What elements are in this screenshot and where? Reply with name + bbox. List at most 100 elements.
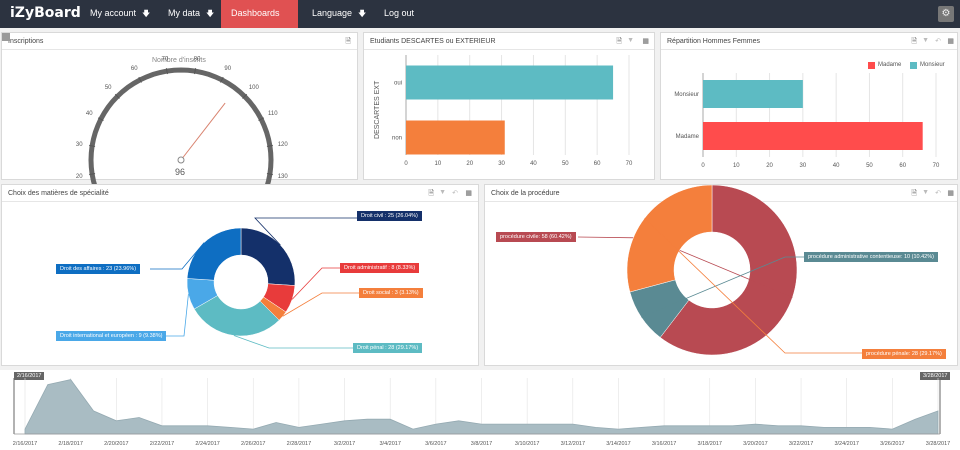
table-view-icon[interactable]: ▦ xyxy=(465,190,472,197)
x-tick-label: 3/2/2017 xyxy=(334,441,355,447)
nav-language[interactable]: Language 🡇 xyxy=(302,0,376,28)
panel-etudiants: Etudiants DESCARTES ou EXTERIEUR 🗎 ▼ ▦ D… xyxy=(363,32,655,180)
y-tick-label: oui xyxy=(394,81,402,87)
panel-title: Inscriptions xyxy=(8,38,44,45)
arrow-down-icon: 🡇 xyxy=(206,9,215,18)
reset-icon[interactable]: ↶ xyxy=(452,190,458,197)
x-tick-label: 10 xyxy=(733,163,740,169)
nav-label: My data xyxy=(168,8,201,18)
drag-handle-icon[interactable] xyxy=(2,33,10,41)
leader-line xyxy=(254,217,357,246)
panel-title: Choix de la procédure xyxy=(491,190,560,197)
gauge-tick xyxy=(258,117,265,121)
x-tick-label: 30 xyxy=(498,161,505,167)
arrow-down-icon: 🡇 xyxy=(358,9,367,18)
bar xyxy=(406,120,505,155)
filter-icon[interactable]: ▼ xyxy=(922,37,929,44)
legend-swatch xyxy=(868,62,875,69)
panel-repartition: Répartition Hommes Femmes 🗎 ▼ ↶ ▦ Madame… xyxy=(660,32,958,180)
gauge-tick-label: 70 xyxy=(162,56,169,62)
gauge-title: Nombre d'inscrits xyxy=(152,57,206,64)
leader-line xyxy=(150,242,205,270)
gauge-tick-label: 60 xyxy=(131,66,138,72)
gauge-tick xyxy=(114,93,120,99)
gauge-tick xyxy=(266,173,273,176)
gauge-tick xyxy=(194,68,197,75)
gauge-arc xyxy=(88,67,274,226)
x-tick-label: 70 xyxy=(626,161,633,167)
gauge-tick xyxy=(138,76,142,83)
panel-header: Répartition Hommes Femmes 🗎 ▼ ↶ ▦ xyxy=(661,33,957,50)
panel-title: Répartition Hommes Femmes xyxy=(667,38,760,45)
gauge-tick-label: 20 xyxy=(76,174,83,180)
x-tick-label: 60 xyxy=(899,163,906,169)
export-icon[interactable]: 🗎 xyxy=(428,190,434,197)
x-tick-label: 0 xyxy=(701,163,705,169)
x-tick-label: 0 xyxy=(404,161,408,167)
gauge-tick-label: 100 xyxy=(249,85,260,91)
x-tick-label: 3/26/2017 xyxy=(880,441,904,447)
x-tick-label: 3/16/2017 xyxy=(652,441,676,447)
table-view-icon[interactable]: ▦ xyxy=(947,38,954,45)
nav-my-data[interactable]: My data 🡇 xyxy=(158,0,224,28)
slice-label: Droit international et européen : 9 (9.3… xyxy=(56,331,167,341)
range-start-label[interactable]: 2/16/2017 xyxy=(14,372,45,380)
slice-label: procédure civile: 58 (60.42%) xyxy=(496,232,576,242)
x-tick-label: 2/18/2017 xyxy=(58,441,82,447)
filter-icon[interactable]: ▼ xyxy=(439,189,446,196)
x-tick-label: 70 xyxy=(933,163,940,169)
legend-label: Madame xyxy=(878,62,902,68)
nav-label: Language xyxy=(312,8,353,18)
x-tick-label: 10 xyxy=(435,161,442,167)
gauge-tick xyxy=(165,68,168,75)
gauge-tick xyxy=(89,173,96,176)
export-icon[interactable]: 🗎 xyxy=(616,38,622,45)
x-tick-label: 20 xyxy=(466,161,473,167)
slice-label: Droit civil : 25 (26.04%) xyxy=(357,211,422,221)
export-icon[interactable]: 🗎 xyxy=(911,38,917,45)
bar-chart-etudiants: 0 10 20 30 40 50 60 70 oui non xyxy=(392,55,633,167)
x-tick-label: 30 xyxy=(800,163,807,169)
leader-line xyxy=(150,294,189,337)
nav-label: My account xyxy=(90,8,137,18)
export-icon[interactable]: 🗎 xyxy=(345,38,351,45)
table-view-icon[interactable]: ▦ xyxy=(642,38,649,45)
reset-icon[interactable]: ↶ xyxy=(935,190,941,197)
nav-log-out[interactable]: Log out xyxy=(374,0,424,28)
legend-swatch xyxy=(910,62,917,69)
x-tick-label: 2/20/2017 xyxy=(104,441,128,447)
gauge-tick xyxy=(266,144,273,147)
timeline-area-chart[interactable]: 2/16/2017 2/18/2017 2/20/2017 2/22/2017 2/24… xyxy=(0,370,960,450)
filter-icon[interactable]: ▼ xyxy=(922,189,929,196)
nav-dashboards[interactable]: Dashboards🡇 xyxy=(221,0,298,44)
nav-label: Dashboards xyxy=(231,8,280,18)
x-tick-label: 20 xyxy=(766,163,773,169)
x-tick-label: 50 xyxy=(562,161,569,167)
x-tick-label: 3/24/2017 xyxy=(834,441,858,447)
export-icon[interactable]: 🗎 xyxy=(911,190,917,197)
settings-icon[interactable]: ⚙ xyxy=(938,6,954,22)
legend-label: Monsieur xyxy=(920,62,945,68)
range-end-label[interactable]: 3/28/2017 xyxy=(920,372,951,380)
gauge-value: 96 xyxy=(175,167,186,177)
gauge-tick-label: 120 xyxy=(278,142,289,148)
reset-icon[interactable]: ↶ xyxy=(935,38,941,45)
panel-title: Etudiants DESCARTES ou EXTERIEUR xyxy=(370,38,496,45)
table-view-icon[interactable]: ▦ xyxy=(947,190,954,197)
slice-label: procédure administrative contentieuse: 1… xyxy=(804,252,938,262)
filter-icon[interactable]: ▼ xyxy=(627,37,634,44)
gauge-tick-label: 40 xyxy=(86,111,93,117)
bar xyxy=(703,80,803,108)
donut-slice xyxy=(626,184,713,293)
gauge-tick-label: 110 xyxy=(268,111,278,117)
panel-procedure: Choix de la procédure 🗎 ▼ ↶ ▦ procédure … xyxy=(484,184,958,366)
slice-label: Droit des affaires : 23 (23.96%) xyxy=(56,264,141,274)
x-tick-label: 2/16/2017 xyxy=(13,441,37,447)
gauge-tick-label: 50 xyxy=(105,85,112,91)
brand-logo[interactable]: iZyBoard xyxy=(10,5,81,21)
gauge-tick-label: 90 xyxy=(224,66,231,72)
leader-line xyxy=(291,267,340,300)
nav-my-account[interactable]: My account 🡇 xyxy=(80,0,160,28)
gauge-tick-label: 130 xyxy=(278,174,289,180)
slice-label: Droit pénal : 28 (29.17%) xyxy=(353,343,423,353)
